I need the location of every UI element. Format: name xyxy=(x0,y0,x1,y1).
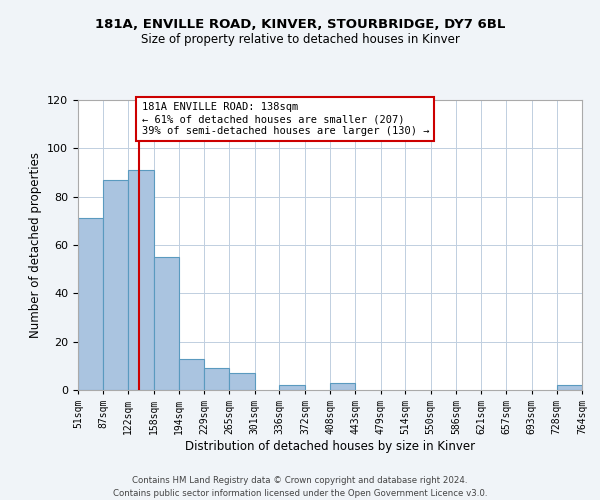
Bar xyxy=(557,385,582,390)
Text: 181A, ENVILLE ROAD, KINVER, STOURBRIDGE, DY7 6BL: 181A, ENVILLE ROAD, KINVER, STOURBRIDGE,… xyxy=(95,18,505,30)
Bar xyxy=(331,383,355,390)
Text: Size of property relative to detached houses in Kinver: Size of property relative to detached ho… xyxy=(140,32,460,46)
Bar xyxy=(179,358,204,390)
Bar xyxy=(128,170,154,390)
Bar xyxy=(78,218,103,390)
Bar xyxy=(280,385,305,390)
Bar xyxy=(154,257,179,390)
Bar xyxy=(204,368,229,390)
X-axis label: Distribution of detached houses by size in Kinver: Distribution of detached houses by size … xyxy=(185,440,475,453)
Bar xyxy=(103,180,128,390)
Bar xyxy=(229,373,255,390)
Text: 181A ENVILLE ROAD: 138sqm
← 61% of detached houses are smaller (207)
39% of semi: 181A ENVILLE ROAD: 138sqm ← 61% of detac… xyxy=(142,102,429,136)
Y-axis label: Number of detached properties: Number of detached properties xyxy=(29,152,41,338)
Text: Contains HM Land Registry data © Crown copyright and database right 2024.
Contai: Contains HM Land Registry data © Crown c… xyxy=(113,476,487,498)
